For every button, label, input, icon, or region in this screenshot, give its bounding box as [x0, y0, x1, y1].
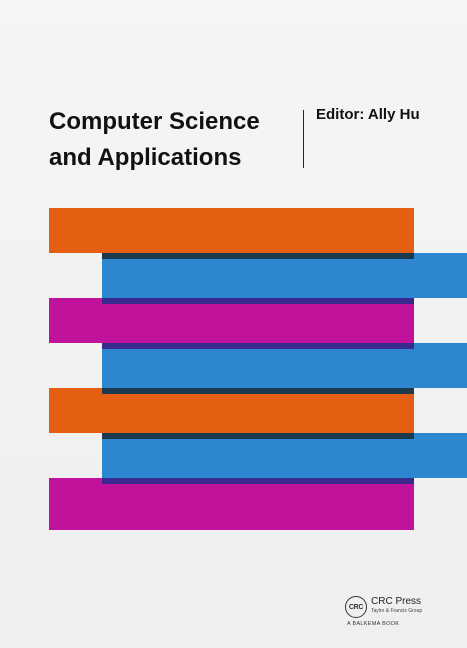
stripe-magenta-1: [49, 298, 414, 343]
stripe-overlap-5: [102, 433, 414, 439]
publisher-name: CRC Press: [371, 596, 422, 607]
editor-credit: Editor: Ally Hu: [316, 106, 420, 123]
stripe-blue-3: [102, 433, 467, 478]
stripe-overlap-3: [102, 343, 414, 349]
crc-logo-icon: CRC: [345, 596, 367, 618]
stripe-orange-1: [49, 208, 414, 253]
book-title: Computer Science and Applications: [49, 104, 299, 176]
book-title-line-2: and Applications: [49, 144, 242, 171]
stripe-blue-2: [102, 343, 467, 388]
publisher-imprint: A BALKEMA BOOK: [347, 621, 400, 627]
publisher-group: Taylor & Francis Group: [371, 608, 423, 614]
title-divider: [303, 110, 304, 168]
stripe-overlap-4: [102, 388, 414, 394]
publisher-logo: CRC CRC Press Taylor & Francis Group A B…: [345, 594, 455, 628]
stripe-overlap-2: [102, 298, 414, 304]
stripe-magenta-2: [49, 478, 414, 530]
stripe-orange-2: [49, 388, 414, 433]
book-title-line-1: Computer Science: [49, 108, 260, 135]
stripe-overlap-6: [102, 478, 414, 484]
stripe-overlap-1: [102, 253, 414, 259]
stripe-blue-1: [102, 253, 467, 298]
